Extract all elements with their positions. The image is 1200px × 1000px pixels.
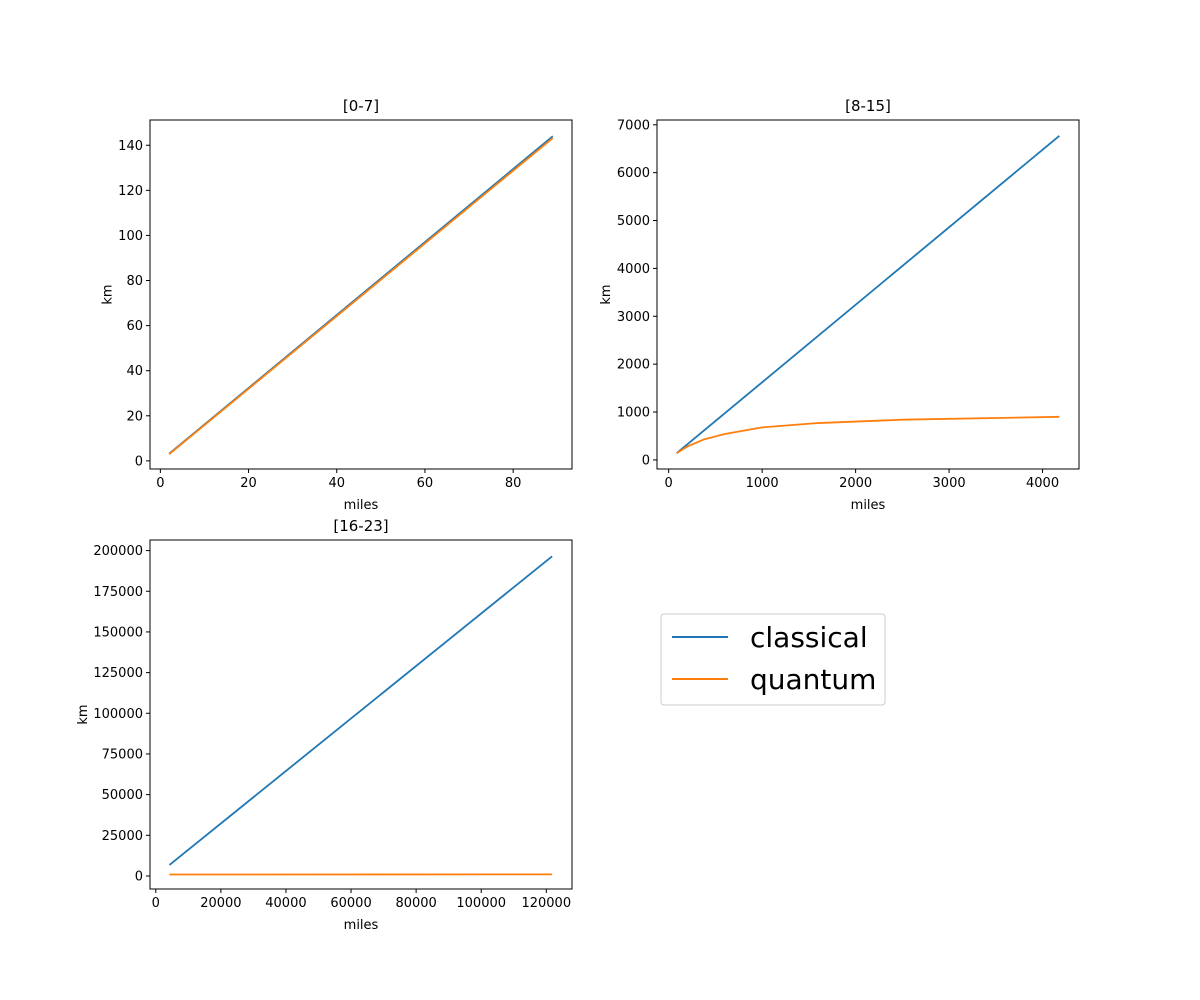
y-tick-label: 80 (126, 274, 143, 289)
x-tick-label: 0 (156, 476, 164, 491)
plot-1: 0 20 40 60 80 0 20 40 60 80 100 120 140 [0-7] miles km (100, 97, 573, 513)
series-line-quantum (168, 137, 554, 455)
x-tick-label: 80000 (395, 896, 436, 911)
x-tick-label: 60 (417, 476, 434, 491)
y-tick-label: 175000 (93, 585, 143, 600)
series-line-classical (168, 555, 553, 866)
y-tick-label: 2000 (617, 358, 650, 373)
plot-title: [0-7] (343, 97, 379, 115)
y-tick-label: 1000 (617, 406, 650, 421)
y-tick-label: 60 (126, 319, 143, 334)
axes-frame (149, 119, 573, 470)
y-tick-label: 6000 (617, 166, 650, 181)
series-line-classical (676, 135, 1060, 454)
x-axis-label: miles (851, 498, 886, 513)
x-tick-label: 0 (152, 896, 160, 911)
x-axis-label: miles (344, 918, 379, 933)
axes-frame (149, 539, 573, 890)
y-tick-label: 200000 (93, 544, 143, 559)
axes-frame (656, 119, 1080, 470)
x-tick-label: 120000 (521, 896, 571, 911)
y-tick-label: 0 (135, 869, 143, 884)
y-tick-label: 150000 (93, 625, 143, 640)
y-axis-label: km (599, 284, 614, 304)
plot-2: 0 1000 2000 3000 4000 0 1000 2000 3000 4000 5000 60… (599, 97, 1080, 513)
x-tick-label: 0 (665, 476, 673, 491)
y-tick-label: 5000 (617, 214, 650, 229)
y-tick-label: 0 (135, 454, 143, 469)
x-tick-label: 2000 (839, 476, 872, 491)
y-tick-label: 50000 (102, 788, 143, 803)
plot-title: [8-15] (845, 97, 891, 115)
y-tick-label: 25000 (102, 829, 143, 844)
x-tick-label: 4000 (1026, 476, 1059, 491)
x-tick-label: 40 (328, 476, 345, 491)
y-tick-label: 20 (126, 409, 143, 424)
series-line-quantum (676, 415, 1060, 454)
x-tick-label: 100000 (456, 896, 506, 911)
x-tick-label: 80 (505, 476, 522, 491)
legend: classical quantum (660, 613, 886, 706)
y-tick-label: 0 (642, 453, 650, 468)
y-tick-label: 120 (118, 184, 143, 199)
x-tick-label: 1000 (746, 476, 779, 491)
y-tick-label: 4000 (617, 262, 650, 277)
y-tick-label: 125000 (93, 666, 143, 681)
y-tick-label: 7000 (617, 118, 650, 133)
x-tick-label: 40000 (265, 896, 306, 911)
y-tick-label: 140 (118, 139, 143, 154)
plot-3: 0 20000 40000 60000 80000 100000 120000 0 25000 5… (76, 517, 573, 933)
y-tick-label: 40 (126, 364, 143, 379)
legend-label-quantum: quantum (750, 663, 876, 696)
y-axis-label: km (100, 284, 115, 304)
legend-label-classical: classical (750, 621, 868, 654)
y-axis-label: km (76, 704, 91, 724)
x-tick-label: 3000 (933, 476, 966, 491)
y-tick-label: 3000 (617, 310, 650, 325)
y-tick-label: 100000 (93, 707, 143, 722)
y-tick-label: 75000 (102, 747, 143, 762)
plot-title: [16-23] (333, 517, 388, 535)
y-tick-label: 100 (118, 229, 143, 244)
x-tick-label: 60000 (330, 896, 371, 911)
plots-group: 0 20 40 60 80020406080100120140[0-7]mileskm0… (76, 97, 1080, 933)
x-tick-label: 20000 (200, 896, 241, 911)
x-axis-label: miles (344, 498, 379, 513)
x-tick-label: 20 (240, 476, 257, 491)
